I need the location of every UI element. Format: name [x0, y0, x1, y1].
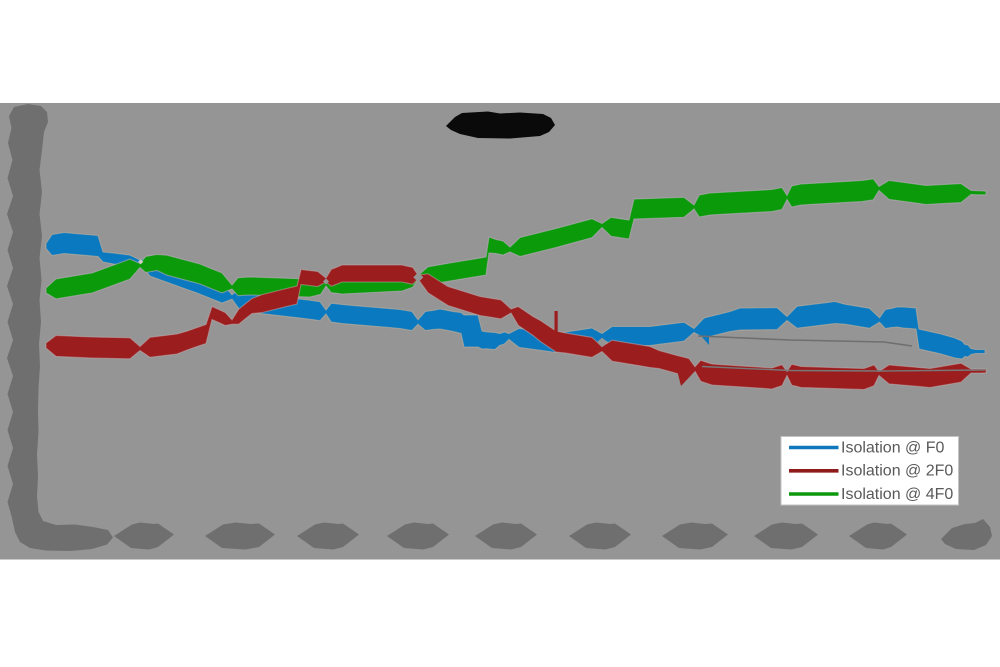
svg-text:Isolation @ F0: Isolation @ F0 — [841, 439, 945, 456]
svg-text:Isolation @ 2F0: Isolation @ 2F0 — [841, 463, 953, 480]
svg-text:Isolation @ 4F0: Isolation @ 4F0 — [841, 486, 953, 503]
